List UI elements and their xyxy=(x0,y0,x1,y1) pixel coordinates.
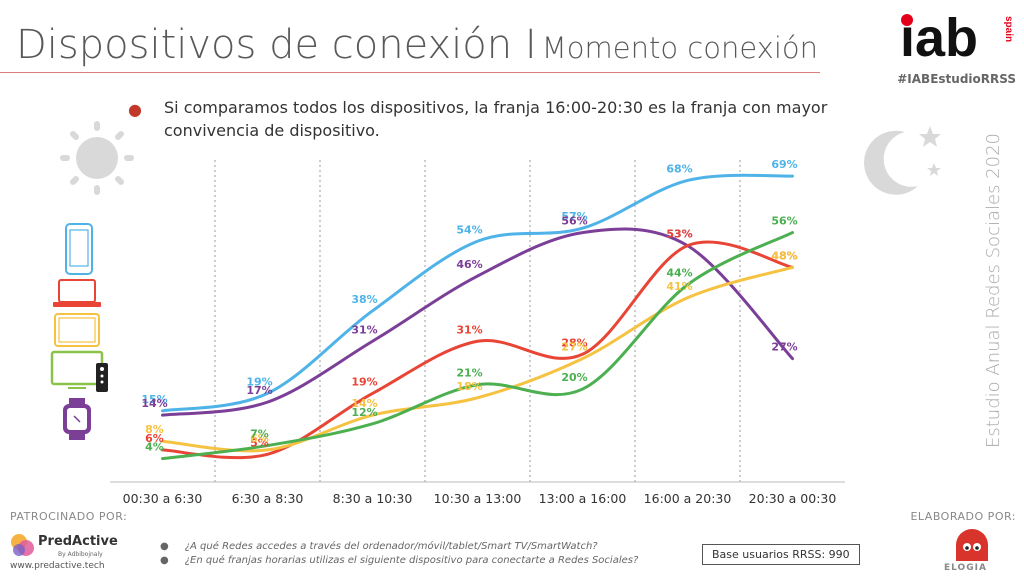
smartwatch-data-label: 53% xyxy=(666,228,692,241)
laptop-data-label: 53% xyxy=(666,228,692,241)
sponsor-label: PATROCINADO POR: xyxy=(10,510,128,523)
laptop-data-label: 31% xyxy=(456,323,482,336)
smartphone-data-label: 54% xyxy=(456,223,482,236)
predactive-byline: By Adbibojnaly xyxy=(58,551,103,558)
survey-questions: ● ¿A qué Redes accedes a través del orden… xyxy=(160,540,638,568)
base-users-box: Base usuarios RRSS: 990 xyxy=(702,544,860,565)
x-tick-label: 6:30 a 8:30 xyxy=(232,491,304,506)
question-1-text: ¿A qué Redes accedes a través del ordena… xyxy=(184,541,598,552)
smartwatch-data-label: 27% xyxy=(771,341,797,354)
title-sub: Momento conexión xyxy=(541,31,819,65)
laptop-icon xyxy=(53,279,101,307)
iab-logo-suffix: spain xyxy=(1003,16,1014,42)
x-tick-label: 00:30 a 6:30 xyxy=(123,491,203,506)
laptop-data-label: 19% xyxy=(351,375,377,388)
tablet-data-label: 27% xyxy=(561,341,587,354)
tablet-series-line xyxy=(161,265,794,453)
hashtag: #IABEstudioRRSS xyxy=(897,72,1016,86)
smart-tv-icon xyxy=(50,350,108,392)
smart-tv-data-label: 44% xyxy=(666,267,692,280)
laptop-data-label: 6% xyxy=(145,432,164,445)
smartwatch-data-label: 17% xyxy=(246,384,272,397)
smartwatch-data-label: 14% xyxy=(141,397,167,410)
title-divider xyxy=(0,72,820,73)
smart-tv-data-label: 7% xyxy=(250,428,269,441)
tablet-data-label: 14% xyxy=(351,397,377,410)
x-tick-label: 20:30 a 00:30 xyxy=(749,491,837,506)
elogia-logo-icon xyxy=(956,529,988,561)
tablet-icon xyxy=(54,313,100,347)
smartphone-data-label: 19% xyxy=(246,375,272,388)
smart-tv-data-label: 12% xyxy=(351,406,377,419)
predactive-logo: PredActive By Adbibojnaly www.predactive… xyxy=(10,530,130,574)
smart-tv-data-label: 56% xyxy=(771,215,797,228)
x-tick-label: 13:00 a 16:00 xyxy=(539,491,627,506)
iab-logo-text: iab xyxy=(900,8,978,68)
bullet-text: Si comparamos todos los dispositivos, la… xyxy=(164,98,828,140)
laptop-series-line xyxy=(161,240,794,460)
smartphone-data-label: 68% xyxy=(666,162,692,175)
smartphone-data-label: 69% xyxy=(771,158,797,171)
title-main: Dispositivos de conexión I xyxy=(16,22,537,68)
page-title: Dispositivos de conexión I Momento conex… xyxy=(16,22,818,68)
question-1: ● ¿A qué Redes accedes a través del orden… xyxy=(160,541,598,552)
smartphone-data-label: 57% xyxy=(561,210,587,223)
predactive-url: www.predactive.tech xyxy=(10,561,105,571)
x-tick-label: 16:00 a 20:30 xyxy=(644,491,732,506)
smartwatch-data-label: 56% xyxy=(561,215,587,228)
tablet-data-label: 8% xyxy=(145,423,164,436)
smartphone-series-line xyxy=(161,173,794,413)
predactive-logo-icon xyxy=(11,534,34,556)
smartphone-icon xyxy=(65,223,93,275)
laptop-data-label: 48% xyxy=(771,249,797,262)
tablet-data-label: 41% xyxy=(666,280,692,293)
smartwatch-series-line xyxy=(161,227,794,417)
x-tick-label: 8:30 a 10:30 xyxy=(333,491,413,506)
sun-icon xyxy=(60,121,134,195)
tablet-data-label: 18% xyxy=(456,380,482,393)
elogia-logo: ELOGIA xyxy=(940,527,1000,573)
elogia-name: ELOGIA xyxy=(944,563,987,573)
smart-tv-data-label: 4% xyxy=(145,441,164,454)
smartphone-data-label: 38% xyxy=(351,293,377,306)
smartphone-data-label: 15% xyxy=(141,393,167,406)
x-tick-label: 10:30 a 13:00 xyxy=(434,491,522,506)
made-by-label: ELABORADO POR: xyxy=(910,510,1016,523)
smartwatch-data-label: 46% xyxy=(456,258,482,271)
smartwatch-data-label: 31% xyxy=(351,323,377,336)
tablet-data-label: 6% xyxy=(250,432,269,445)
laptop-data-label: 28% xyxy=(561,336,587,349)
laptop-data-label: 5% xyxy=(250,436,269,449)
smart-tv-series-line xyxy=(161,231,794,461)
moon-icon xyxy=(864,126,941,195)
bullet-dot-icon: ● xyxy=(128,100,142,119)
question-2: ● ¿En qué franjas horarias utilizas el si… xyxy=(160,555,639,566)
tablet-data-label: 48% xyxy=(771,249,797,262)
predactive-name: PredActive xyxy=(38,534,118,549)
iab-spain-logo: iab spain xyxy=(898,8,1016,68)
question-2-text: ¿En qué franjas horarias utilizas el sig… xyxy=(184,555,639,566)
smart-tv-data-label: 20% xyxy=(561,371,587,384)
smartwatch-icon xyxy=(63,398,91,440)
smart-tv-data-label: 21% xyxy=(456,367,482,380)
